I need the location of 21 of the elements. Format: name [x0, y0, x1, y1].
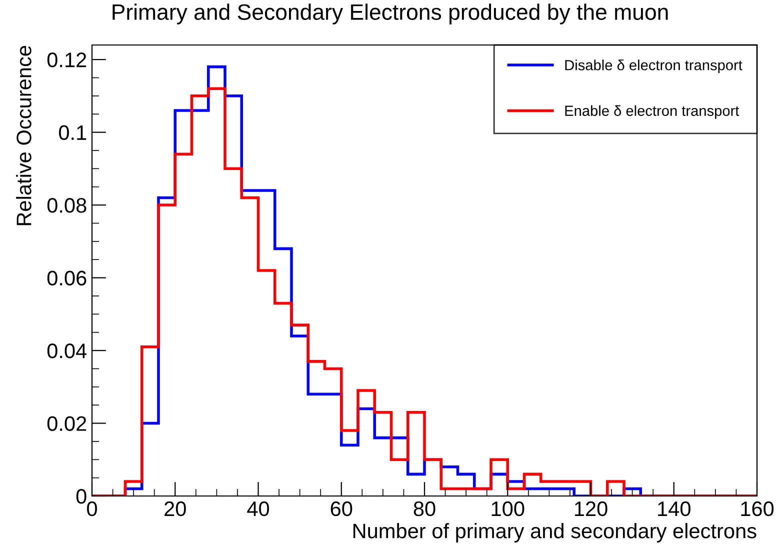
- x-tick-label: 20: [164, 501, 186, 516]
- x-axis-title: Number of primary and secondary electrons: [353, 523, 756, 542]
- x-tick-label: 140: [658, 501, 690, 516]
- y-tick-label: 0: [76, 489, 86, 504]
- chart-title: Primary and Secondary Electrons produced by the muon: [112, 4, 668, 24]
- x-tick-label: 40: [247, 501, 270, 516]
- y-tick-label: 0.08: [47, 198, 86, 213]
- x-tick-label: 120: [574, 501, 608, 516]
- x-tick-label: 0: [87, 501, 97, 516]
- y-axis-title: Relative Occurence: [16, 46, 32, 226]
- x-tick-label: 100: [492, 501, 524, 516]
- y-tick-label: 0.02: [47, 416, 86, 432]
- y-tick-label: 0.1: [58, 125, 86, 140]
- y-tick-label: 0.06: [47, 270, 86, 286]
- x-tick-label: 160: [741, 501, 774, 516]
- x-tick-label: 80: [414, 501, 436, 516]
- legend-label: Enable δ electron transport: [565, 105, 740, 119]
- legend-label: Disable δ electron transport: [565, 60, 742, 74]
- y-tick-label: 0.12: [47, 52, 86, 68]
- x-tick-label: 60: [330, 501, 352, 516]
- y-tick-label: 0.04: [47, 344, 87, 358]
